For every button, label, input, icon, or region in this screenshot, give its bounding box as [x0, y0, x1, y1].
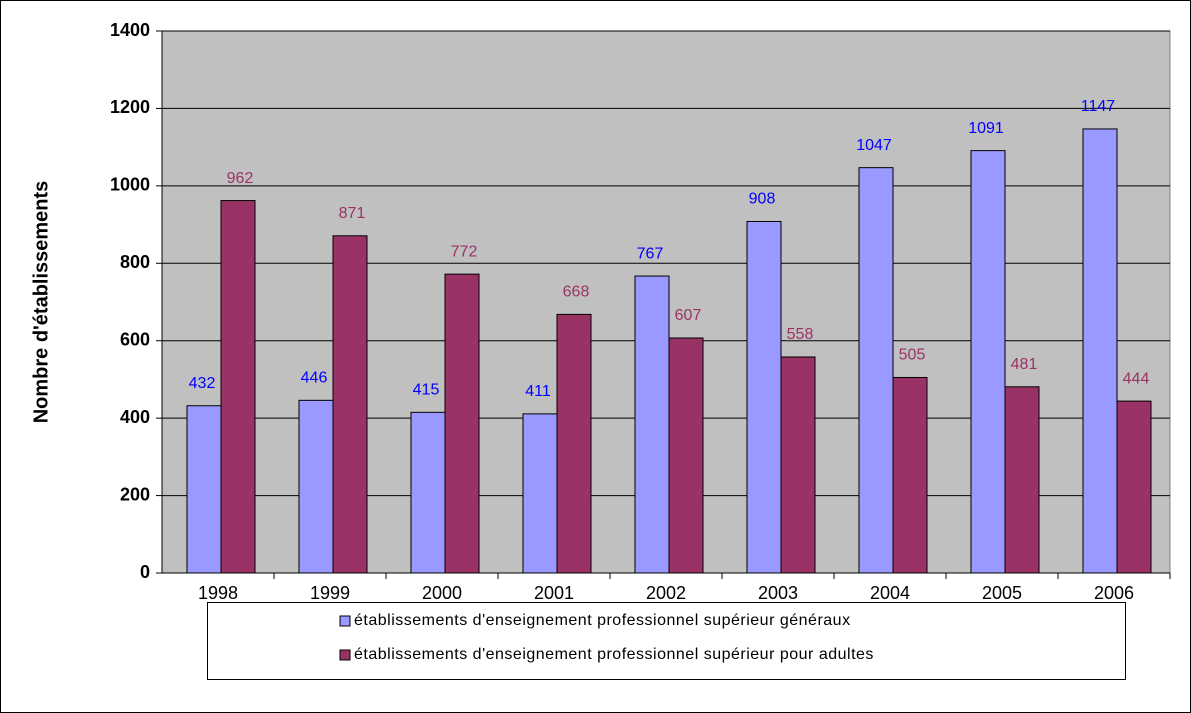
bar	[186, 405, 222, 574]
y-tick-label: 1400	[110, 20, 150, 40]
bar	[298, 399, 334, 574]
x-tick-label: 2006	[1094, 583, 1134, 603]
data-label: 432	[189, 375, 216, 392]
bar	[556, 313, 592, 574]
x-tick-label: 2004	[870, 583, 910, 603]
y-tick-label: 800	[120, 252, 150, 272]
x-tick-label: 2002	[646, 583, 686, 603]
x-tick-label: 1998	[198, 583, 238, 603]
data-label: 772	[451, 243, 478, 260]
data-label: 411	[525, 383, 551, 400]
data-label: 481	[1011, 356, 1038, 373]
data-label: 908	[749, 191, 776, 208]
y-tick-label: 0	[140, 562, 150, 582]
bar	[892, 376, 928, 574]
y-tick-label: 1200	[110, 97, 150, 117]
legend-swatch	[339, 615, 351, 627]
legend-label: établissements d'enseignement profession…	[354, 646, 874, 663]
bar	[410, 411, 446, 574]
x-tick-label: 2000	[422, 583, 462, 603]
y-tick-label: 1000	[110, 175, 150, 195]
data-label: 767	[637, 245, 664, 262]
data-label: 505	[899, 347, 926, 364]
data-label: 1047	[856, 137, 892, 154]
y-tick-label: 400	[120, 407, 150, 427]
bar	[332, 235, 368, 574]
bar	[780, 356, 816, 574]
data-label: 962	[227, 170, 254, 187]
y-tick-label: 600	[120, 329, 150, 349]
legend-label: établissements d'enseignement profession…	[354, 612, 851, 629]
bar	[634, 275, 670, 574]
y-tick-label: 200	[120, 484, 150, 504]
x-tick-label: 2001	[534, 583, 574, 603]
bar	[970, 150, 1006, 574]
data-label: 444	[1123, 370, 1150, 387]
x-tick-label: 2003	[758, 583, 798, 603]
x-tick-label: 2005	[982, 583, 1022, 603]
data-label: 415	[413, 382, 440, 399]
y-axis-title: Nombre d'établissements	[30, 181, 52, 424]
data-label: 1147	[1081, 98, 1116, 115]
bar	[220, 200, 256, 574]
data-label: 446	[301, 370, 328, 387]
bar	[444, 273, 480, 574]
bar	[1082, 128, 1118, 574]
legend-box	[207, 602, 1126, 680]
data-label: 607	[675, 307, 702, 324]
data-label: 668	[563, 284, 590, 301]
bar	[522, 413, 558, 574]
bar	[746, 220, 782, 574]
bar	[1004, 386, 1040, 574]
data-label: 1091	[968, 120, 1004, 137]
bar	[668, 337, 704, 574]
data-label: 558	[787, 326, 814, 343]
bar	[1116, 400, 1152, 574]
x-tick-label: 1999	[310, 583, 350, 603]
data-label: 871	[339, 205, 366, 222]
legend-swatch	[339, 649, 351, 661]
bar	[858, 167, 894, 574]
